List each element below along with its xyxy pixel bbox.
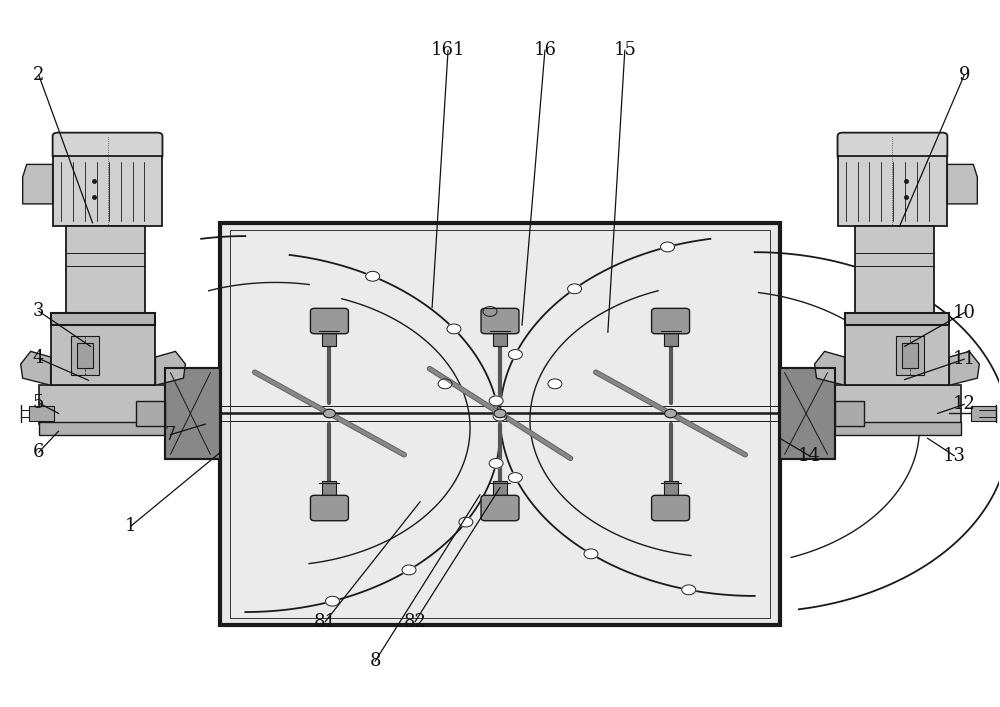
Circle shape (366, 271, 380, 281)
Bar (832, 422, 961, 435)
Bar (664, 481, 678, 498)
Bar (322, 329, 336, 346)
Bar (845, 312, 949, 325)
Bar (971, 407, 996, 421)
Bar (322, 481, 336, 498)
FancyBboxPatch shape (310, 496, 348, 521)
Bar (29, 407, 54, 421)
Circle shape (548, 379, 562, 389)
Text: 161: 161 (431, 41, 465, 59)
Bar (493, 329, 507, 346)
Bar (845, 325, 949, 385)
Circle shape (665, 409, 677, 418)
Polygon shape (23, 165, 53, 204)
Circle shape (508, 472, 522, 482)
Text: 10: 10 (953, 303, 976, 322)
Text: 12: 12 (953, 395, 976, 414)
Polygon shape (155, 351, 185, 385)
Circle shape (438, 379, 452, 389)
Text: 9: 9 (959, 66, 970, 84)
Bar (835, 401, 864, 426)
Circle shape (489, 396, 503, 406)
Bar (165, 368, 220, 460)
Bar (51, 312, 155, 325)
Bar (664, 329, 678, 346)
Bar (838, 156, 947, 226)
Bar (39, 385, 168, 424)
Bar (896, 336, 924, 375)
Text: 3: 3 (33, 302, 44, 320)
Circle shape (323, 409, 335, 418)
Text: 14: 14 (798, 447, 821, 464)
FancyBboxPatch shape (838, 133, 947, 160)
Text: 5: 5 (33, 394, 44, 412)
Text: 11: 11 (953, 350, 976, 368)
Bar (855, 226, 934, 315)
Circle shape (493, 411, 507, 421)
Circle shape (584, 549, 598, 559)
Bar (51, 325, 155, 385)
Text: 82: 82 (404, 613, 427, 631)
Bar (53, 156, 162, 226)
Circle shape (494, 409, 506, 418)
Text: 13: 13 (943, 447, 966, 464)
Text: 1: 1 (125, 518, 136, 535)
Bar (780, 368, 835, 460)
Polygon shape (815, 351, 845, 385)
Bar (220, 223, 780, 625)
Text: 81: 81 (314, 613, 337, 631)
Text: 8: 8 (369, 652, 381, 670)
FancyBboxPatch shape (481, 496, 519, 521)
Circle shape (325, 596, 339, 606)
Polygon shape (947, 165, 977, 204)
Bar (165, 368, 220, 460)
Bar (77, 343, 93, 368)
Bar (780, 368, 835, 460)
Bar (66, 226, 145, 315)
Circle shape (682, 585, 696, 595)
Circle shape (568, 284, 582, 293)
FancyBboxPatch shape (481, 308, 519, 334)
Bar (902, 343, 918, 368)
Bar (71, 336, 99, 375)
Circle shape (459, 517, 473, 527)
Text: 6: 6 (33, 443, 44, 461)
Circle shape (508, 349, 522, 359)
Text: 15: 15 (613, 41, 636, 59)
FancyBboxPatch shape (652, 308, 690, 334)
FancyBboxPatch shape (652, 496, 690, 521)
Bar (493, 481, 507, 498)
Circle shape (489, 458, 503, 468)
Text: 7: 7 (165, 426, 176, 444)
Polygon shape (949, 351, 979, 385)
FancyBboxPatch shape (53, 133, 162, 160)
Bar (832, 385, 961, 424)
Circle shape (402, 565, 416, 575)
FancyBboxPatch shape (310, 308, 348, 334)
Circle shape (483, 307, 497, 317)
Circle shape (447, 324, 461, 334)
Text: 16: 16 (533, 41, 556, 59)
Circle shape (661, 242, 675, 252)
Text: 4: 4 (33, 349, 44, 368)
Bar (39, 422, 168, 435)
Polygon shape (21, 351, 51, 385)
Text: 2: 2 (33, 66, 44, 84)
Bar (230, 230, 770, 618)
Bar (136, 401, 165, 426)
